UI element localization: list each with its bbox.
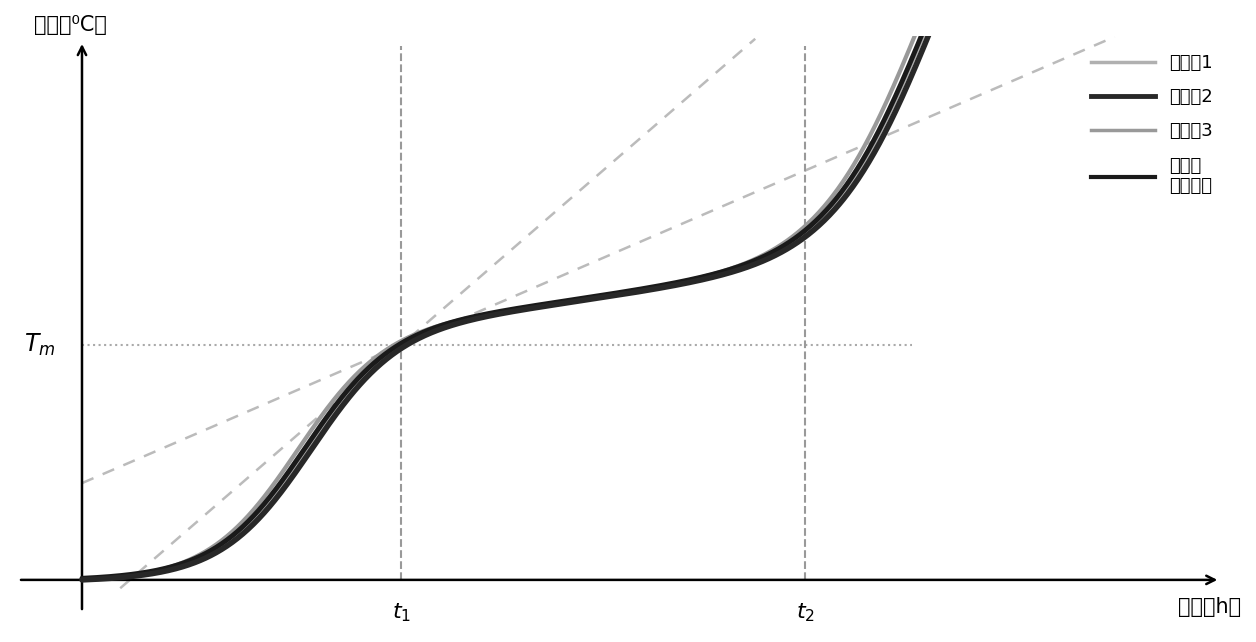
Text: $t_1$: $t_1$	[392, 601, 411, 624]
Text: 温度（⁰C）: 温度（⁰C）	[34, 15, 107, 35]
Text: 时间（h）: 时间（h）	[1178, 596, 1241, 616]
Legend: 热电偏1, 热电偏2, 热电偏3, 热电偏
回归曲线: 热电偏1, 热电偏2, 热电偏3, 热电偏 回归曲线	[1083, 45, 1222, 204]
Text: $t_2$: $t_2$	[796, 601, 815, 624]
Text: $T_m$: $T_m$	[24, 332, 55, 358]
